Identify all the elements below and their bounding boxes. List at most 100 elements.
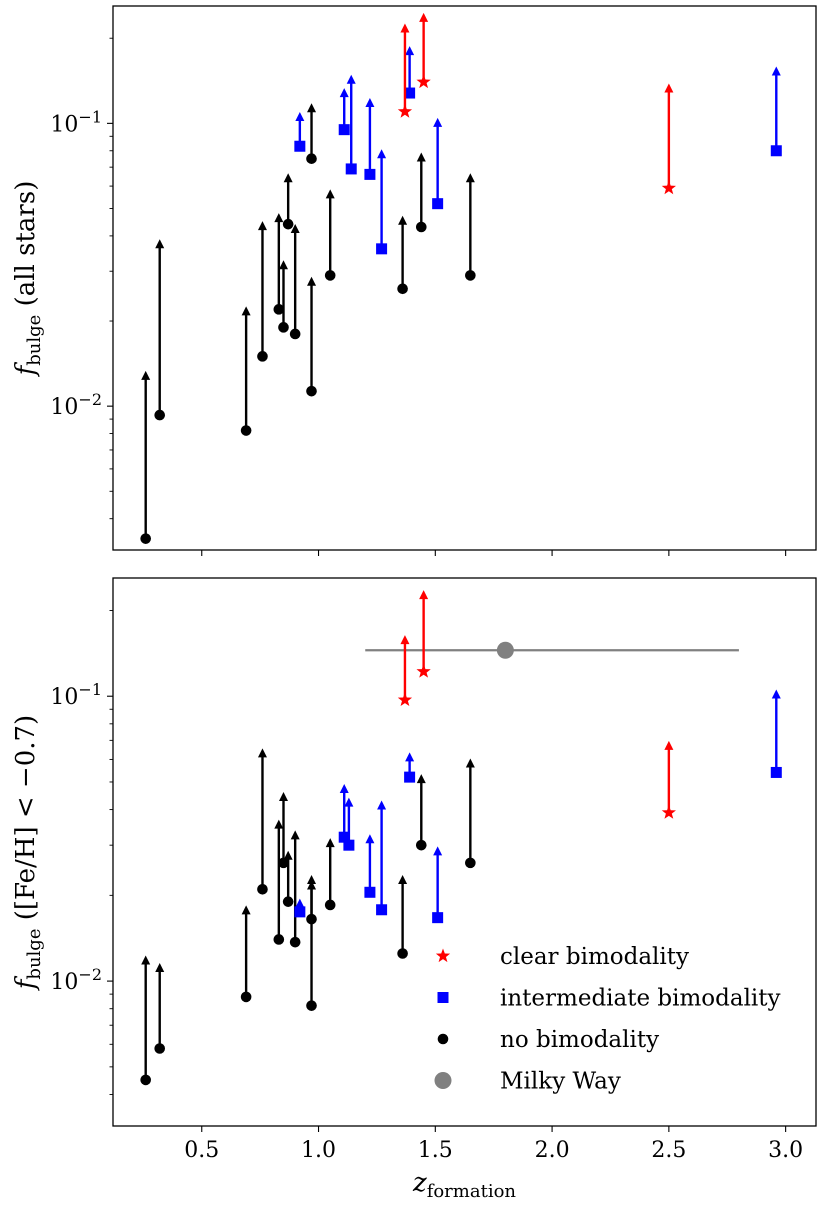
limit-arrow-head <box>325 189 335 199</box>
limit-arrow-head <box>664 83 674 93</box>
limit-arrow-head <box>274 819 284 829</box>
limit-arrow-head <box>295 898 305 908</box>
limit-arrow-head <box>365 834 375 844</box>
data-point <box>376 243 388 255</box>
data-point <box>404 771 416 783</box>
data-point <box>257 884 268 895</box>
limit-arrow-head <box>257 221 267 231</box>
data-point <box>416 664 431 678</box>
legend-marker <box>437 1033 449 1045</box>
y-tick-label: 10−2 <box>50 390 102 420</box>
data-point <box>465 857 476 869</box>
limit-arrow-head <box>400 23 410 33</box>
data-point <box>306 1000 317 1011</box>
data-point <box>140 1074 151 1086</box>
data-point <box>416 74 431 89</box>
limit-arrow-head <box>433 846 443 856</box>
data-point <box>397 948 408 959</box>
limit-arrow-head <box>274 213 284 223</box>
limit-arrow-head <box>290 224 300 234</box>
limit-arrow-head <box>307 875 317 885</box>
data-point <box>273 934 285 945</box>
legend-label: intermediate bimodality <box>500 986 781 1012</box>
data-point <box>240 991 252 1003</box>
limit-arrow-head <box>290 830 300 840</box>
data-point <box>397 283 408 295</box>
limit-arrow-head <box>377 800 387 810</box>
legend-label: no bimodality <box>500 1027 659 1053</box>
data-point <box>376 904 388 916</box>
data-point <box>364 168 376 180</box>
data-point <box>465 270 476 281</box>
limit-arrow-head <box>405 752 415 762</box>
limit-arrow-head <box>405 46 415 56</box>
data-point <box>397 692 413 707</box>
limit-arrow-head <box>344 797 354 807</box>
limit-arrow-head <box>283 850 293 860</box>
data-point <box>432 912 444 924</box>
limit-arrow-head <box>416 152 426 162</box>
legend-label: Milky Way <box>500 1069 621 1095</box>
data-point <box>415 839 427 851</box>
data-point <box>324 899 336 911</box>
x-tick-label: 2.5 <box>651 1138 686 1163</box>
limit-arrow-head <box>307 276 317 286</box>
legend-marker <box>434 1072 452 1089</box>
data-point <box>364 886 376 898</box>
limit-arrow-head <box>398 875 408 885</box>
data-point <box>770 766 782 778</box>
limit-arrow-head <box>416 774 426 784</box>
limit-arrow-head <box>257 748 267 758</box>
limit-arrow-head <box>398 215 408 225</box>
limit-arrow-head <box>241 306 251 316</box>
limit-arrow-head <box>307 880 317 890</box>
legend: clear bimodality intermediate bimodality n… <box>434 944 781 1095</box>
data-point <box>282 218 294 230</box>
legend-marker <box>437 992 449 1003</box>
limit-arrow-head <box>278 260 288 270</box>
limit-arrow-head <box>377 149 387 159</box>
data-point <box>278 857 289 869</box>
data-point <box>282 896 294 907</box>
limit-arrow-head <box>346 74 356 84</box>
data-point <box>432 198 444 210</box>
data-point <box>397 104 413 118</box>
x-tick-label: 1.5 <box>418 1138 453 1163</box>
limit-arrow-head <box>419 12 429 22</box>
legend-label: clear bimodality <box>500 944 689 970</box>
data-point <box>140 533 151 544</box>
x-tick-label: 1.0 <box>301 1138 336 1163</box>
data-point <box>306 385 317 397</box>
limit-arrow-head <box>771 689 781 699</box>
y-axis-label: fbulge ([Fe/H] < −0.7) <box>11 715 45 991</box>
limit-arrow-head <box>365 97 375 107</box>
limit-arrow-head <box>339 88 349 98</box>
data-point <box>324 270 336 281</box>
limit-arrow-head <box>419 590 429 600</box>
data-point <box>306 153 317 164</box>
data-point <box>343 839 355 851</box>
y-tick-label: 10−1 <box>50 680 102 710</box>
data-point <box>404 87 416 99</box>
limit-arrow-head <box>307 103 317 113</box>
x-tick-label: 0.5 <box>184 1138 219 1163</box>
y-tick-label: 10−1 <box>50 107 102 137</box>
limit-arrow-head <box>465 758 475 768</box>
limit-arrow-head <box>141 955 151 965</box>
data-point <box>154 1043 166 1054</box>
data-point <box>770 145 782 157</box>
data-point <box>661 805 676 819</box>
limit-arrow-head <box>155 239 165 249</box>
data-layer <box>140 590 782 1086</box>
x-tick-label: 3.0 <box>768 1138 803 1163</box>
limit-arrow-head <box>283 173 293 183</box>
data-point <box>345 163 357 175</box>
x-tick-label: 2.0 <box>535 1138 570 1163</box>
limit-arrow-head <box>771 66 781 76</box>
data-point <box>273 304 285 315</box>
axes-frame <box>112 577 817 1127</box>
data-point <box>154 409 166 421</box>
limit-arrow-head <box>433 117 443 127</box>
